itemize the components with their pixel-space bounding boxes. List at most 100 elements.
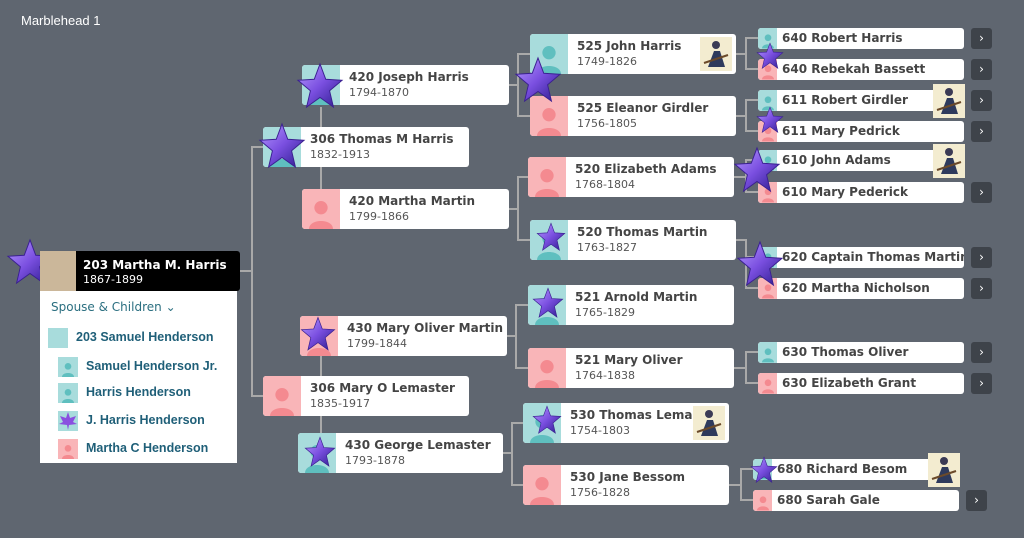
person-name: 203 Martha M. Harris	[83, 258, 227, 272]
ancestor-card[interactable]: 620 Martha Nicholson	[758, 278, 964, 299]
person-name: 520 Thomas Martin	[577, 225, 708, 239]
child-link[interactable]: Harris Henderson	[58, 383, 191, 403]
person-name: 610 John Adams	[782, 153, 891, 167]
star-badge-icon	[750, 456, 778, 484]
panel-header: Spouse & Children	[51, 300, 162, 314]
person-name: 530 Thomas Lemaster	[570, 408, 720, 422]
expand-arrow-button[interactable]: ›	[971, 121, 992, 142]
person-name: 520 Elizabeth Adams	[575, 162, 717, 176]
star-badge-icon	[736, 240, 784, 288]
male-avatar-icon	[58, 383, 78, 403]
expand-arrow-button[interactable]: ›	[971, 278, 992, 299]
person-name: 620 Martha Nicholson	[782, 281, 930, 295]
person-name: 430 George Lemaster	[345, 438, 491, 452]
root-person-card[interactable]: 203 Martha M. Harris 1867-1899	[40, 251, 240, 291]
tree-title: Marblehead 1	[21, 13, 101, 28]
person-years: 1835-1917	[310, 397, 370, 410]
person-years: 1754-1803	[570, 424, 630, 437]
person-photo	[40, 251, 76, 291]
ancestor-card[interactable]: 680 Sarah Gale	[753, 490, 959, 511]
male-avatar-icon	[58, 357, 78, 377]
person-name: 525 John Harris	[577, 39, 682, 53]
expand-arrow-button[interactable]: ›	[971, 182, 992, 203]
female-avatar-icon	[58, 439, 78, 459]
child-link[interactable]: J. Harris Henderson	[58, 411, 205, 431]
female-avatar-icon	[523, 465, 561, 505]
person-years: 1749-1826	[577, 55, 637, 68]
spouse-children-toggle[interactable]: Spouse & Children ⌄	[51, 300, 176, 314]
soldier-image-icon	[928, 453, 960, 487]
soldier-image-icon	[933, 144, 965, 178]
expand-arrow-button[interactable]: ›	[971, 59, 992, 80]
expand-arrow-button[interactable]: ›	[971, 342, 992, 363]
chevron-right-icon: ›	[979, 185, 984, 199]
person-card[interactable]: 521 Arnold Martin 1765-1829	[528, 285, 734, 325]
person-name: 306 Thomas M Harris	[310, 132, 454, 146]
ancestor-card[interactable]: 640 Robert Harris	[758, 28, 964, 49]
spouse-link[interactable]: 203 Samuel Henderson	[48, 328, 214, 348]
person-name: 640 Robert Harris	[782, 31, 903, 45]
expand-arrow-button[interactable]: ›	[966, 490, 987, 511]
ancestor-card[interactable]: 640 Rebekah Bassett	[758, 59, 964, 80]
ancestor-card[interactable]: 620 Captain Thomas Martin	[758, 247, 964, 268]
person-years: 1756-1805	[577, 117, 637, 130]
male-avatar-icon	[758, 90, 777, 111]
soldier-image-icon	[700, 37, 732, 71]
expand-arrow-button[interactable]: ›	[971, 28, 992, 49]
chevron-right-icon: ›	[979, 250, 984, 264]
star-badge-icon	[532, 405, 562, 435]
child-name: J. Harris Henderson	[86, 413, 205, 427]
person-name: 620 Captain Thomas Martin	[782, 250, 964, 264]
person-card[interactable]: 306 Thomas M Harris 1832-1913	[263, 127, 469, 167]
person-card[interactable]: 520 Elizabeth Adams 1768-1804	[528, 157, 734, 197]
spouse-name: 203 Samuel Henderson	[76, 330, 214, 344]
person-years: 1799-1866	[349, 210, 409, 223]
star-badge-icon	[536, 222, 566, 252]
person-name: 525 Eleanor Girdler	[577, 101, 709, 115]
person-name: 420 Joseph Harris	[349, 70, 469, 84]
expand-arrow-button[interactable]: ›	[971, 373, 992, 394]
expand-arrow-button[interactable]: ›	[971, 247, 992, 268]
ancestor-card[interactable]: 630 Thomas Oliver	[758, 342, 964, 363]
chevron-right-icon: ›	[979, 93, 984, 107]
female-avatar-icon	[530, 96, 568, 136]
expand-arrow-button[interactable]: ›	[971, 90, 992, 111]
person-years: 1756-1828	[570, 486, 630, 499]
person-years: 1764-1838	[575, 369, 635, 382]
male-avatar-icon	[48, 328, 68, 348]
ancestor-card[interactable]: 611 Robert Girdler	[758, 90, 964, 111]
person-years: 1799-1844	[347, 337, 407, 350]
male-avatar-icon	[758, 342, 777, 363]
person-name: 430 Mary Oliver Martin	[347, 321, 504, 335]
chevron-right-icon: ›	[979, 124, 984, 138]
person-card[interactable]: 521 Mary Oliver 1764-1838	[528, 348, 734, 388]
star-badge-icon	[733, 146, 781, 194]
soldier-image-icon	[693, 406, 725, 440]
person-name: 630 Elizabeth Grant	[782, 376, 917, 390]
person-card[interactable]: 530 Jane Bessom 1756-1828	[523, 465, 729, 505]
child-name: Harris Henderson	[86, 385, 191, 399]
chevron-right-icon: ›	[979, 281, 984, 295]
person-name: 521 Mary Oliver	[575, 353, 683, 367]
ancestor-card[interactable]: 611 Mary Pedrick	[758, 121, 964, 142]
female-avatar-icon	[753, 490, 772, 511]
child-name: Samuel Henderson Jr.	[86, 359, 218, 373]
child-link[interactable]: Samuel Henderson Jr.	[58, 357, 218, 377]
person-name: 521 Arnold Martin	[575, 290, 698, 304]
person-card[interactable]: 520 Thomas Martin 1763-1827	[530, 220, 736, 260]
star-badge-icon	[756, 106, 784, 134]
child-name: Martha C Henderson	[86, 441, 209, 455]
ancestor-card[interactable]: 630 Elizabeth Grant	[758, 373, 964, 394]
person-name: 611 Robert Girdler	[782, 93, 908, 107]
star-badge-icon	[258, 122, 306, 170]
female-avatar-icon	[263, 376, 301, 416]
person-years: 1768-1804	[575, 178, 635, 191]
person-card[interactable]: 525 John Harris 1749-1826	[530, 34, 736, 74]
child-link[interactable]: Martha C Henderson	[58, 439, 209, 459]
person-card[interactable]: 306 Mary O Lemaster 1835-1917	[263, 376, 469, 416]
soldier-image-icon	[933, 84, 965, 118]
ancestor-card[interactable]: 610 Mary Pederick	[758, 182, 964, 203]
person-card[interactable]: 525 Eleanor Girdler 1756-1805	[530, 96, 736, 136]
person-card[interactable]: 420 Martha Martin 1799-1866	[302, 189, 509, 229]
maple-leaf-icon	[58, 411, 78, 431]
